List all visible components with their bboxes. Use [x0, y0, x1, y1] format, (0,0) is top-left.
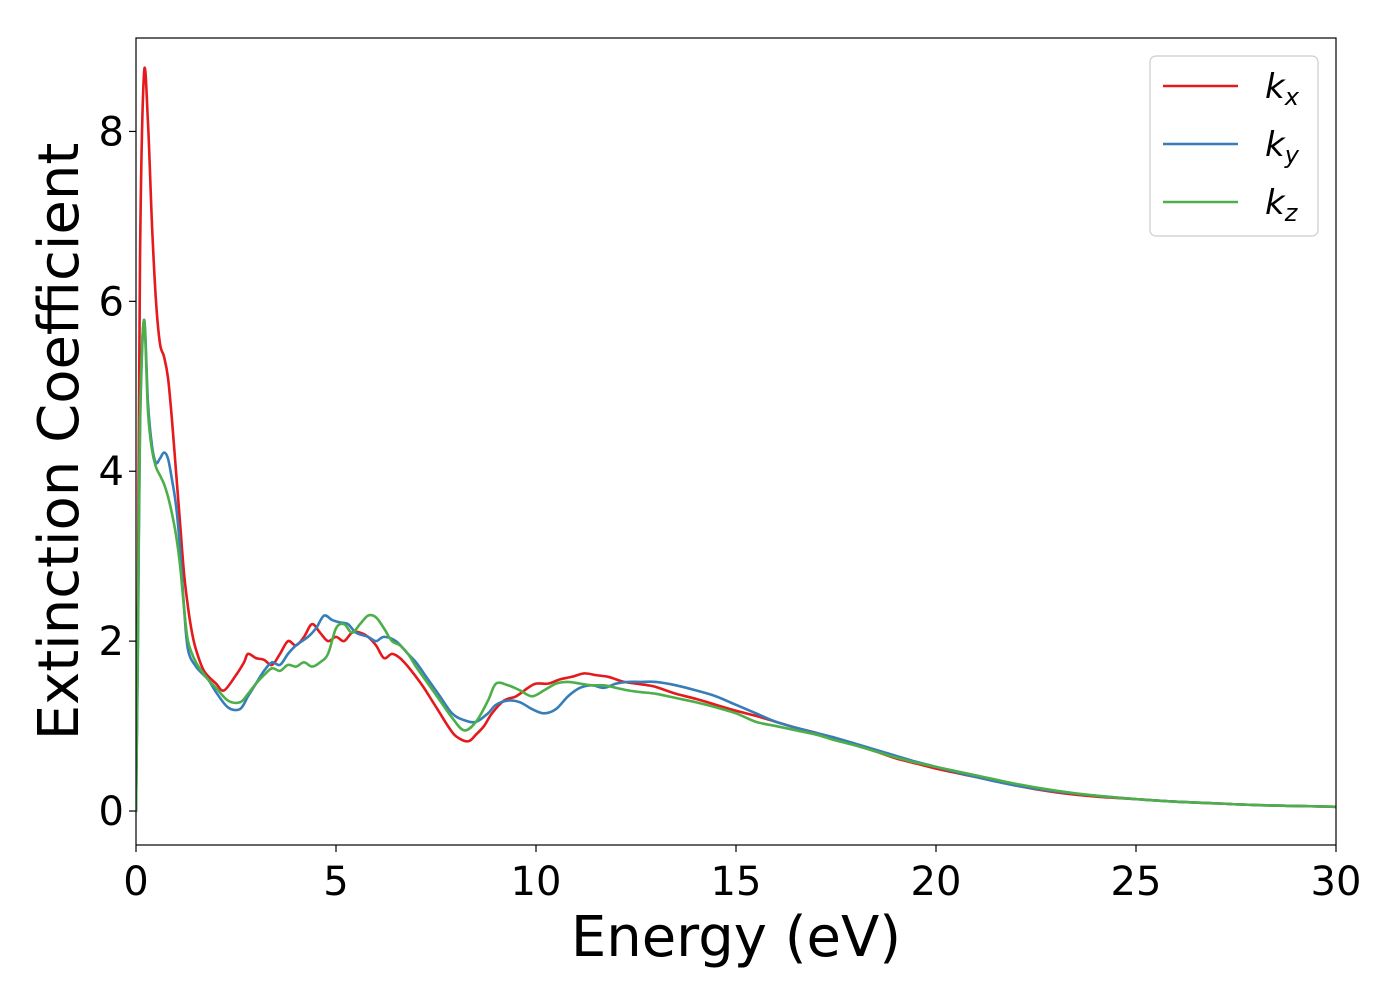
series-line-z	[136, 318, 1336, 813]
y-tick-label: 8	[99, 109, 124, 155]
y-tick-label: 4	[99, 449, 124, 495]
legend-label-z: kz	[1265, 183, 1299, 227]
legend-label-x: kx	[1265, 67, 1300, 111]
legend-label-y: ky	[1265, 125, 1300, 169]
y-axis-title: Extinction Coefficient	[27, 143, 92, 741]
x-axis-title: Energy (eV)	[571, 905, 901, 970]
x-tick-label: 15	[711, 859, 762, 905]
y-tick-label: 0	[99, 789, 124, 835]
legend-box	[1149, 55, 1319, 237]
x-tick-label: 0	[123, 859, 148, 905]
x-tick-label: 10	[511, 859, 562, 905]
x-axis-ticks: 0 5 10 15 20 25 30	[123, 845, 1361, 905]
y-tick-label: 6	[99, 279, 124, 325]
x-tick-label: 20	[911, 859, 962, 905]
x-tick-label: 25	[1111, 859, 1162, 905]
series-line-y	[136, 318, 1336, 813]
y-axis-ticks: 0 2 4 6 8	[99, 109, 136, 835]
legend: kx ky kz	[1149, 55, 1319, 237]
y-tick-label: 2	[99, 619, 124, 665]
x-tick-label: 5	[323, 859, 348, 905]
x-tick-label: 30	[1311, 859, 1362, 905]
series-layer	[136, 66, 1336, 813]
